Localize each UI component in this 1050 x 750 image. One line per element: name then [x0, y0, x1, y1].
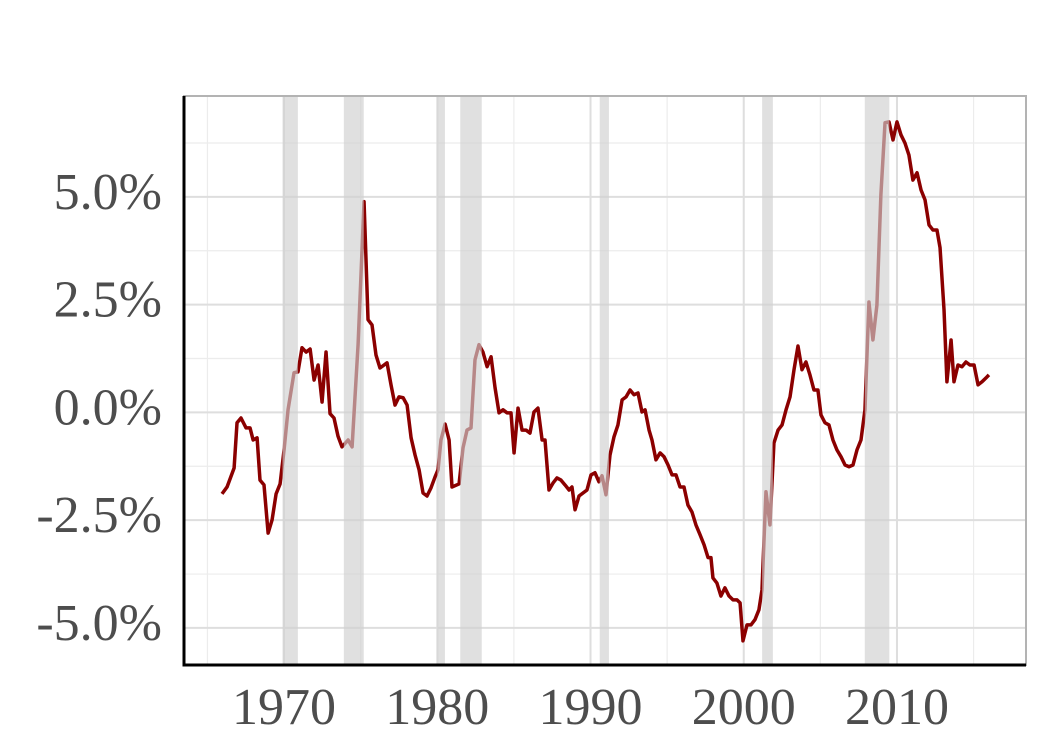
recession-shade [864, 96, 890, 665]
x-tick-label: 1970 [232, 679, 336, 736]
y-tick-label: -2.5% [36, 487, 162, 544]
recession-shade [437, 96, 445, 665]
recession-shade [599, 96, 609, 665]
x-tick-label: 2010 [845, 679, 949, 736]
y-tick-label: 5.0% [54, 164, 162, 221]
recession-shade [343, 96, 364, 665]
recession-shade [460, 96, 482, 665]
y-tick-label: -5.0% [36, 595, 162, 652]
x-tick-label: 1980 [385, 679, 489, 736]
y-tick-label: 0.0% [54, 379, 162, 436]
y-tick-label: 2.5% [54, 272, 162, 329]
x-tick-label: 1990 [539, 679, 643, 736]
recession-shade [762, 96, 773, 665]
x-tick-label: 2000 [692, 679, 796, 736]
recession-shade [282, 96, 298, 665]
